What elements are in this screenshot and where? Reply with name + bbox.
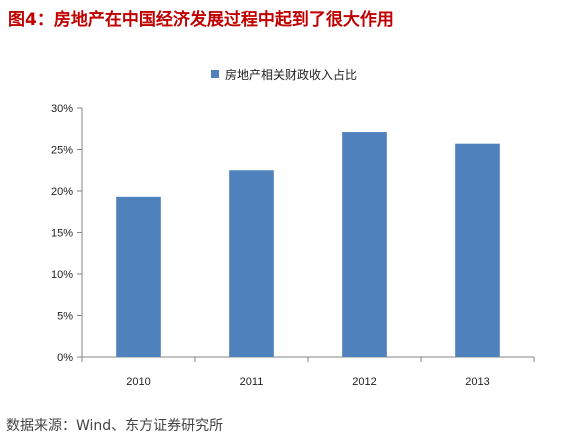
x-tick-label: 2010 [126, 376, 150, 388]
y-tick-label: 20% [51, 186, 73, 198]
legend: 房地产相关财政收入占比 [211, 67, 357, 82]
y-tick-label: 0% [57, 352, 73, 364]
bar-chart: 房地产相关财政收入占比 0% 5% 10% 15% 20% 25% 30% 2010 2011… [51, 67, 535, 388]
y-tick-label: 10% [51, 269, 73, 281]
y-tick-label: 15% [51, 228, 73, 240]
y-tick-label: 30% [51, 103, 73, 115]
bar [342, 132, 387, 357]
legend-label: 房地产相关财政收入占比 [225, 67, 357, 82]
y-axis: 0% 5% 10% 15% 20% 25% 30% [51, 103, 83, 364]
y-tick-label: 25% [51, 145, 73, 157]
figure-title: 图4：房地产在中国经济发展过程中起到了很大作用 [8, 10, 394, 30]
bar [455, 143, 500, 357]
x-tick-label: 2012 [352, 376, 376, 388]
bar [116, 196, 161, 357]
x-tick-label: 2011 [240, 376, 264, 388]
x-tick-label: 2013 [465, 376, 489, 388]
bar [229, 170, 274, 357]
source-note: 数据来源：Wind、东方证券研究所 [6, 418, 224, 434]
x-axis: 2010 2011 2012 2013 [81, 356, 535, 388]
y-tick-label: 5% [57, 311, 73, 323]
legend-swatch [211, 70, 219, 78]
bars [116, 132, 500, 357]
